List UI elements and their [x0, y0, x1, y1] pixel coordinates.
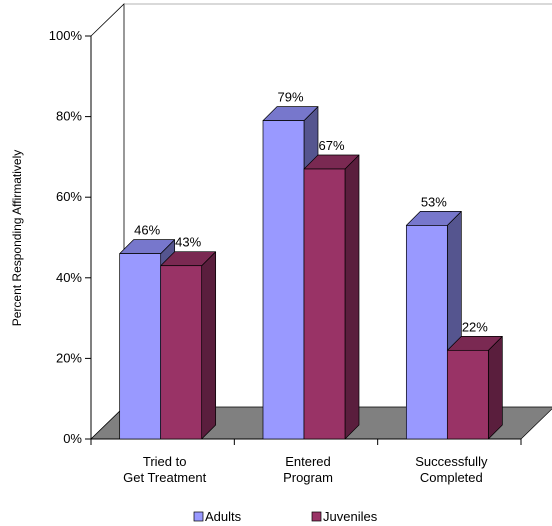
category-label-0: Tried to Get Treatment — [123, 454, 206, 485]
bar-juveniles-2 — [446, 335, 503, 440]
bar-front — [303, 168, 346, 440]
data-label-juveniles-1: 67% — [318, 138, 344, 153]
bar-front — [446, 349, 489, 440]
y-tick-label-0: 0% — [63, 431, 82, 446]
y-tick-label-2: 40% — [56, 270, 82, 285]
y-tick-label-3: 60% — [56, 189, 82, 204]
data-labels: 46% 43% 79% 67% 53% 22% — [134, 90, 488, 335]
bar-adults-2 — [405, 211, 462, 440]
bar-front — [119, 253, 162, 440]
legend-label-juveniles: Juveniles — [323, 509, 378, 524]
bars — [119, 106, 503, 440]
data-label-juveniles-0: 43% — [175, 235, 201, 250]
category-label-2: Successfully Completed — [415, 454, 488, 485]
legend-label-adults: Adults — [205, 509, 242, 524]
y-axis-label: Percent Responding Affirmatively — [10, 150, 24, 327]
bar-front — [160, 265, 203, 440]
left-wall-edge — [90, 3, 125, 440]
bar-side — [344, 154, 360, 440]
category-label-1: Entered Program — [283, 454, 333, 485]
y-axis-ticks: 0% 20% 40% 60% 80% 100% — [49, 28, 91, 446]
bar-juveniles-0 — [160, 251, 217, 440]
bar-front — [405, 225, 448, 440]
data-label-juveniles-2: 22% — [462, 319, 488, 334]
y-tick-label-1: 20% — [56, 350, 82, 365]
y-tick-label-4: 80% — [56, 109, 82, 124]
data-label-adults-1: 79% — [277, 90, 303, 105]
bar-side — [201, 251, 217, 440]
bar-front — [262, 120, 305, 440]
y-tick-label-5: 100% — [49, 28, 83, 43]
legend-swatch-adults — [193, 511, 204, 522]
data-label-adults-0: 46% — [134, 223, 160, 238]
legend: Adults Juveniles — [193, 509, 378, 524]
bar-juveniles-1 — [303, 154, 360, 440]
category-labels: Tried to Get Treatment Entered Program Succe… — [90, 439, 522, 485]
bar-side — [487, 335, 503, 440]
legend-swatch-juveniles — [311, 511, 322, 522]
data-label-adults-2: 53% — [421, 194, 447, 209]
